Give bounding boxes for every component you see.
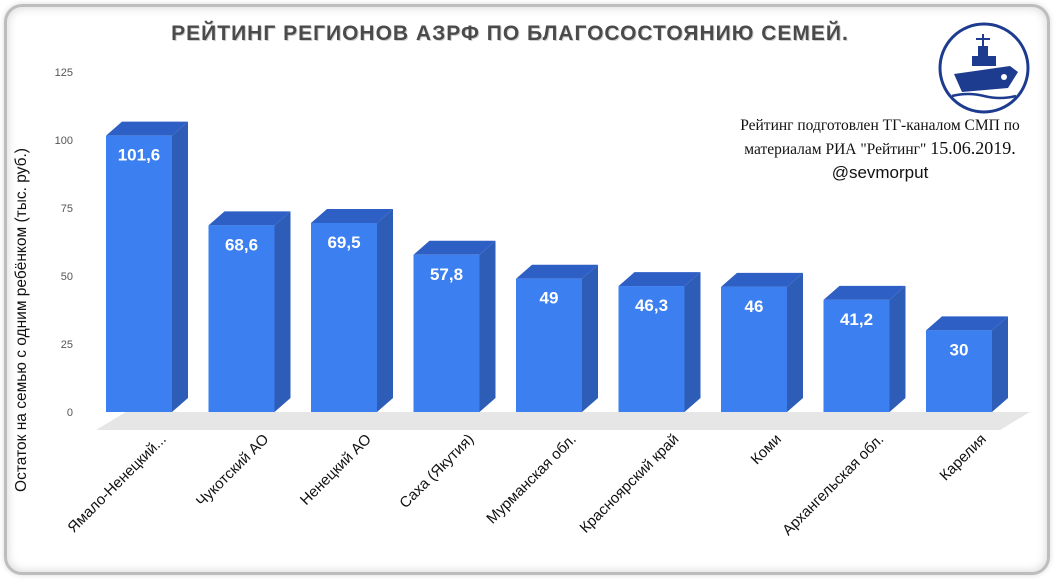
source-note-line-1: Рейтинг подготовлен ТГ-каналом СМП по [740,117,1020,134]
y-tick-label: 25 [61,339,73,351]
x-tick-label: Ненецкий АО [297,431,375,509]
data-label: 30 [950,340,969,359]
bar-side [172,121,188,412]
y-tick-label: 100 [55,135,73,147]
bar-top [618,272,701,287]
bar: 57,8 [413,240,496,412]
bar: 68,6 [208,211,291,412]
bar-front [618,286,685,412]
x-tick-label: Ямало-Ненецкий... [64,431,169,536]
bar-top [926,316,1008,331]
chart-title: РЕЙТИНГ РЕГИОНОВ АЗРФ ПО БЛАГОСОСТОЯНИЮ … [171,22,849,45]
source-note-line-2: материалам РИА "Рейтинг" 15.06.2019. [705,137,1055,161]
x-tick-label: Красноярский край [577,431,683,537]
bar-side [479,240,496,412]
source-note: Рейтинг подготовлен ТГ-каналом СМП по ма… [705,114,1055,184]
data-label: 68,6 [225,235,258,254]
icebreaker-ship-logo [938,22,1030,114]
source-note-date: 15.06.2019. [930,138,1016,158]
bar-side [684,272,701,412]
bar: 101,6 [106,121,188,412]
data-label: 49 [540,289,559,308]
bar-side [377,208,393,412]
bar: 69,5 [311,208,393,412]
bar-side [992,316,1008,412]
x-tick-label: Чукотский АО [193,431,272,510]
bar-front [311,222,377,412]
bar-top [311,208,393,223]
data-label: 46 [745,297,764,316]
bar: 46 [721,272,803,412]
x-tick-label: Мурманская обл. [483,431,580,528]
bar-top [208,211,291,226]
x-tick-label: Архангельская обл. [779,431,887,539]
bar: 30 [926,316,1008,412]
data-label: 69,5 [327,233,360,252]
bar: 49 [516,264,598,412]
y-tick-label: 125 [55,67,73,79]
data-label: 57,8 [430,265,463,284]
bar-top [413,240,496,255]
bar-side [582,264,598,412]
bar-side [787,272,803,412]
bar-front [926,330,992,412]
bar: 46,3 [618,272,701,412]
bar-top [721,272,803,287]
bar-front [516,278,582,412]
bar: 41,2 [823,285,906,412]
y-tick-label: 0 [67,407,73,419]
data-label: 46,3 [635,296,668,315]
chart-floor [96,412,1030,430]
bar-front [413,254,480,412]
data-label: 101,6 [118,146,161,165]
x-tick-label: Коми [748,431,785,468]
bar-front [721,286,787,412]
bar-front [208,225,275,412]
y-tick-label: 50 [61,271,73,283]
bar-side [274,211,291,412]
bar-top [823,285,906,300]
bar-top [516,264,598,279]
bar-top [106,121,188,136]
data-label: 41,2 [840,310,873,329]
y-tick-label: 75 [61,203,73,215]
bar-front [823,299,890,412]
channel-handle: @sevmorput [831,163,929,182]
bar-side [889,285,906,412]
x-tick-label: Карелия [936,431,989,484]
x-tick-label: Саха (Якутия) [396,431,477,512]
bar-front [106,135,172,412]
source-note-publisher: материалам РИА "Рейтинг" [744,141,927,158]
